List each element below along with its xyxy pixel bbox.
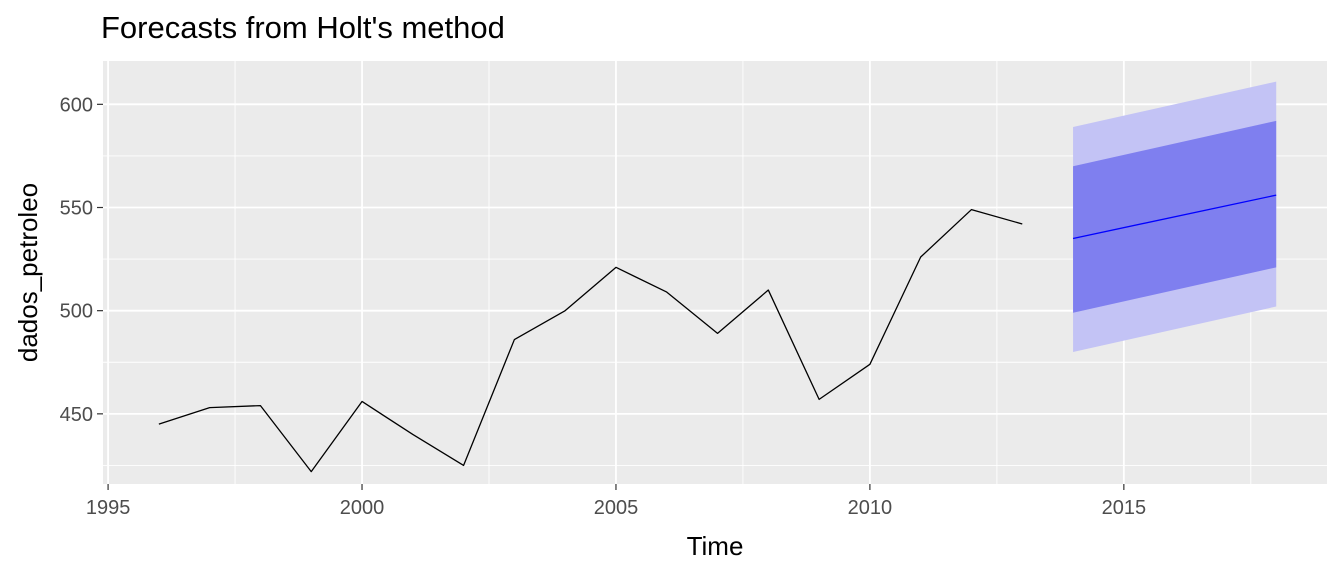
y-axis: 450 500 550 600 bbox=[60, 94, 103, 426]
x-tick-label: 2000 bbox=[340, 497, 385, 519]
observed-series-line bbox=[158, 208, 1023, 473]
x-tick-label: 2005 bbox=[594, 497, 639, 519]
y-tick-label: 500 bbox=[60, 301, 93, 323]
x-tick-label: 2010 bbox=[848, 497, 893, 519]
y-tick-label: 600 bbox=[60, 94, 93, 116]
x-tick-label: 1995 bbox=[86, 497, 131, 519]
y-axis-title: dados_petroleo bbox=[13, 183, 43, 362]
y-tick-label: 550 bbox=[60, 198, 93, 220]
series-lines bbox=[158, 194, 1277, 473]
y-tick-label: 450 bbox=[60, 404, 93, 426]
x-tick-label: 2015 bbox=[1102, 497, 1147, 519]
x-axis: 1995 2000 2005 2010 2015 bbox=[86, 484, 1146, 519]
forecast-series-line bbox=[1072, 194, 1277, 240]
chart-title: Forecasts from Holt's method bbox=[101, 10, 505, 45]
x-axis-title: Time bbox=[687, 531, 744, 561]
